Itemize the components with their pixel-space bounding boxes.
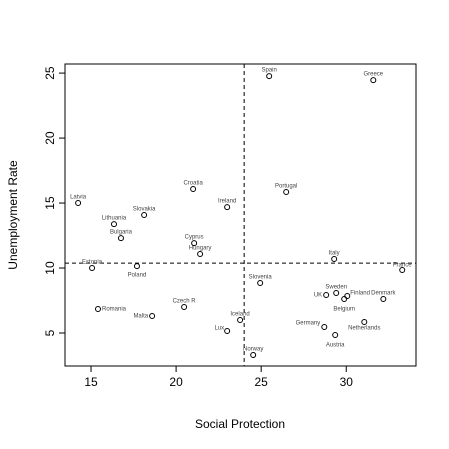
point	[321, 324, 328, 331]
point	[237, 316, 244, 323]
point-label: Latvia	[70, 195, 87, 201]
point	[117, 235, 124, 242]
point	[89, 265, 96, 272]
point-label: Malta	[133, 314, 148, 320]
point	[361, 318, 368, 325]
point	[191, 240, 198, 247]
point-label: Greece	[363, 72, 383, 78]
point-label: Sweden	[325, 285, 347, 291]
point-label: Belgium	[333, 307, 355, 313]
point	[197, 250, 204, 257]
point-label: Czech R	[173, 299, 197, 305]
x-tick-label: 30	[340, 375, 354, 389]
point-label: Hungary	[189, 246, 212, 252]
point-label: Iceland	[230, 312, 249, 318]
point-label: Cyprus	[185, 235, 204, 241]
point	[224, 204, 231, 211]
point	[75, 200, 82, 207]
point	[341, 295, 348, 302]
point-label: Italy	[329, 251, 340, 257]
plot-frame	[64, 63, 417, 367]
point-label: Germany	[296, 321, 321, 327]
point	[370, 77, 377, 84]
point	[224, 328, 231, 335]
point	[332, 331, 339, 338]
point	[266, 73, 273, 80]
x-tick-label: 15	[84, 375, 98, 389]
point	[257, 279, 264, 286]
point	[331, 256, 338, 263]
point-label: Croatia	[183, 181, 203, 187]
point-label: Spain	[261, 68, 276, 74]
point	[190, 186, 197, 193]
y-tick-label: 5	[43, 329, 57, 336]
y-tick-label: 25	[43, 66, 57, 80]
point-label: Poland	[128, 273, 147, 279]
point	[283, 188, 290, 195]
point-label: Lux	[214, 326, 224, 332]
point-label: Finland	[350, 291, 370, 297]
point-label: Norway	[243, 347, 263, 353]
point	[149, 312, 156, 319]
point-label: Slovakia	[133, 207, 156, 213]
point	[133, 263, 140, 270]
point-label: Austria	[326, 343, 345, 349]
point	[380, 295, 387, 302]
point	[333, 289, 340, 296]
point-label: Lithuania	[102, 216, 127, 222]
point-label: UK	[314, 293, 322, 299]
y-axis-label: Unemployment Rate	[6, 160, 20, 270]
y-tick-label: 15	[43, 196, 57, 210]
y-tick-label: 20	[43, 131, 57, 145]
point-label: Portugal	[275, 184, 297, 190]
point-label: Romania	[102, 307, 127, 313]
point	[399, 266, 406, 273]
x-axis-label: Social Protection	[195, 417, 285, 431]
point	[181, 304, 188, 311]
y-tick-label: 10	[43, 261, 57, 275]
point	[95, 305, 102, 312]
point	[323, 292, 330, 299]
point-label: Ireland	[218, 199, 236, 205]
point-label: France	[393, 263, 412, 269]
x-tick-label: 25	[254, 375, 268, 389]
point-label: Denmark	[371, 291, 396, 297]
x-tick-label: 20	[169, 375, 183, 389]
point	[344, 292, 351, 299]
point	[250, 351, 257, 358]
point-label: Netherlands	[348, 326, 380, 332]
point-label: Slovenia	[249, 275, 273, 281]
point	[141, 212, 148, 218]
point-label: Estonia	[82, 260, 103, 266]
point	[111, 221, 118, 228]
point-label: Bulgaria	[110, 230, 133, 236]
